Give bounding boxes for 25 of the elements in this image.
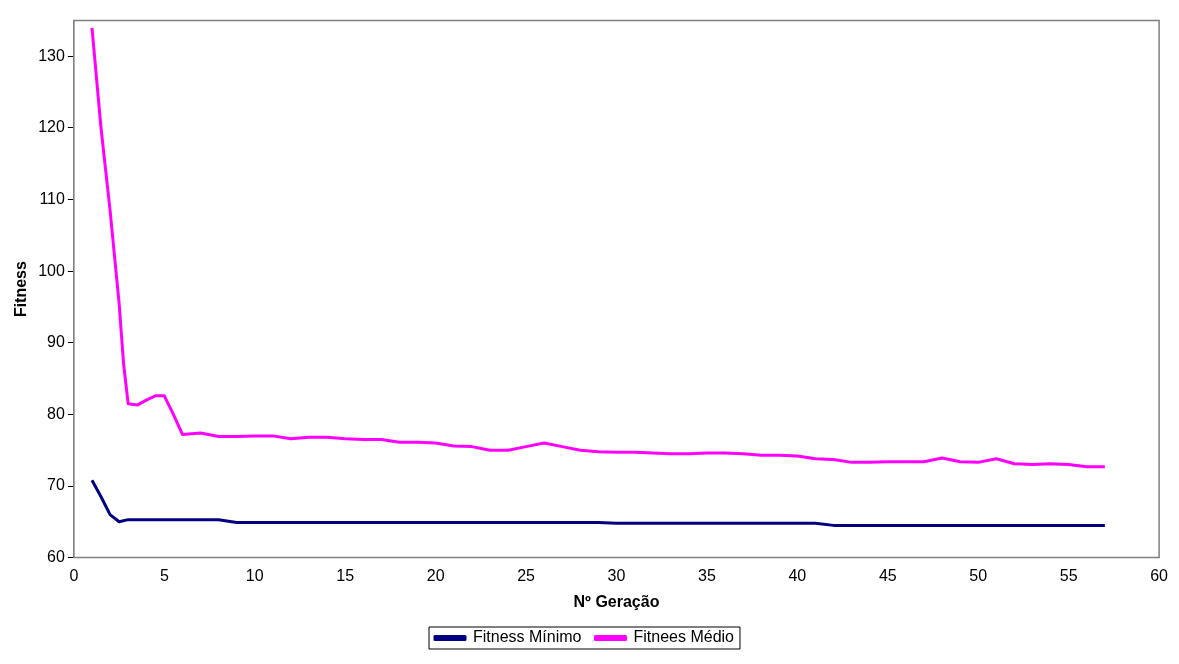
- y-tick-label: 110: [39, 190, 65, 208]
- x-tick-label: 30: [607, 566, 626, 584]
- x-tick-label: 40: [788, 566, 807, 584]
- x-axis-title: Nº Geração: [573, 592, 660, 610]
- x-tick-label: 35: [698, 566, 716, 584]
- y-tick-label: 60: [47, 548, 65, 566]
- x-tick-label: 55: [1059, 566, 1078, 584]
- y-axis-title: Fitness: [12, 260, 30, 318]
- x-tick-label: 45: [878, 566, 897, 584]
- x-tick-label: 10: [245, 566, 264, 584]
- x-tick-label: 50: [969, 566, 988, 584]
- legend-label: Fitnees Médio: [633, 628, 735, 646]
- y-tick-label: 100: [38, 261, 65, 279]
- y-tick-label: 80: [47, 404, 65, 422]
- x-tick-label: 0: [69, 566, 79, 584]
- x-tick-label: 25: [517, 566, 536, 584]
- x-tick-label: 60: [1150, 566, 1169, 584]
- y-tick-label: 90: [47, 333, 65, 351]
- legend-label: Fitness Mínimo: [473, 628, 582, 646]
- y-tick-label: 130: [38, 46, 65, 64]
- y-tick-label: 70: [47, 476, 65, 494]
- x-tick-label: 15: [336, 566, 355, 584]
- x-tick-label: 20: [426, 566, 445, 584]
- y-tick-label: 120: [38, 118, 65, 136]
- x-tick-label: 5: [159, 566, 169, 584]
